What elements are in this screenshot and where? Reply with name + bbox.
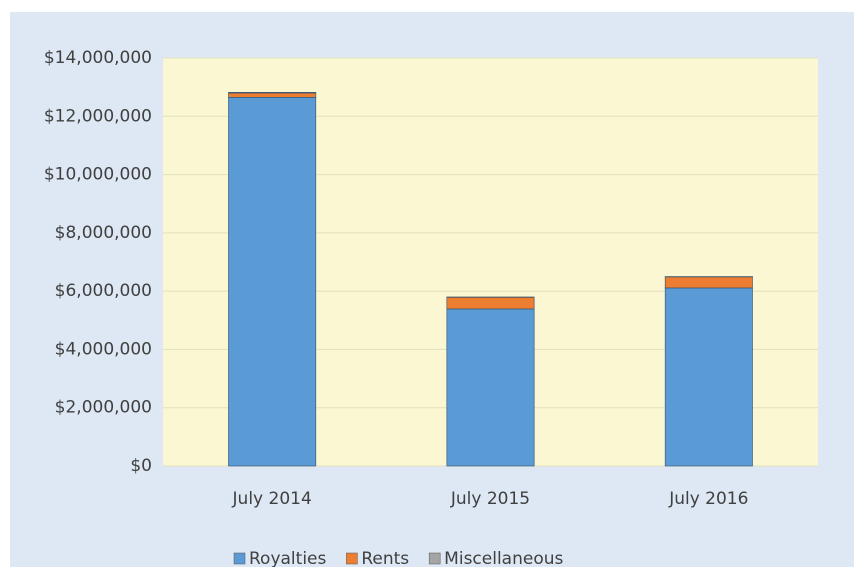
legend-swatch [346,552,358,565]
y-tick-label: $0 [130,456,152,476]
bar-segment [446,296,535,310]
bar-segment [446,308,535,467]
x-tick-label: July 2016 [668,489,748,509]
legend-label: Miscellaneous [444,549,563,567]
y-tick-label: $12,000,000 [44,106,152,126]
y-tick-label: $4,000,000 [55,339,152,359]
y-tick-label: $6,000,000 [55,281,152,301]
y-tick-label: $2,000,000 [55,398,152,418]
legend-label: Rents [361,549,409,567]
legend-swatch [428,552,441,565]
legend-swatch [233,552,246,565]
bar-segment [228,92,317,98]
bar-segment [228,92,317,94]
y-tick-label: $14,000,000 [44,48,152,68]
y-tick-label: $10,000,000 [44,165,152,185]
y-tick-label: $8,000,000 [55,223,152,243]
x-tick-label: July 2014 [232,489,312,509]
legend-label: Royalties [249,549,326,567]
x-tick-label: July 2015 [450,489,530,509]
bar-segment [228,97,317,467]
bar-segment [664,276,753,289]
bar-segment [664,287,753,467]
